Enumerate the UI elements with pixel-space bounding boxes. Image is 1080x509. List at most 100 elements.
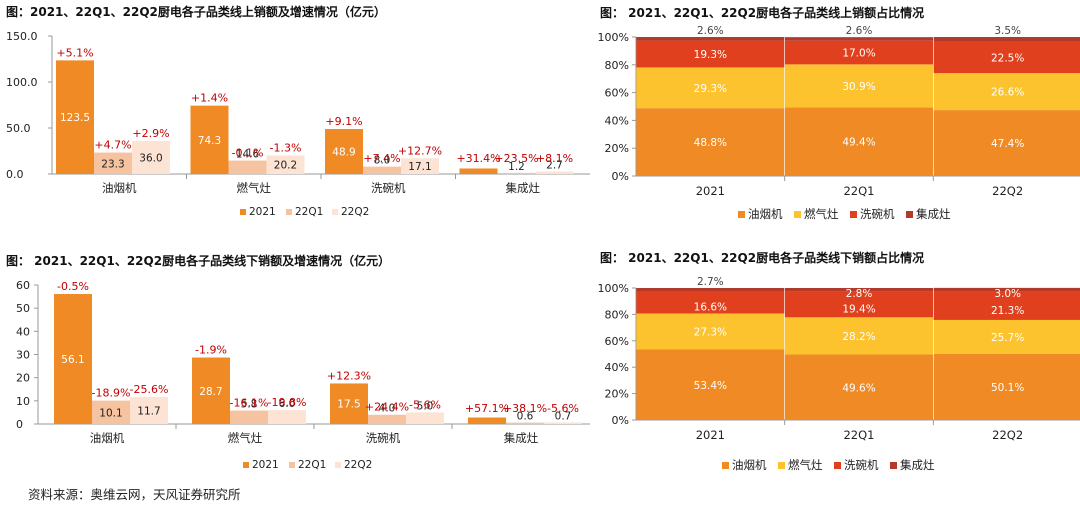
data-label: 27.3% <box>694 326 727 338</box>
bar-2021-集成灶 <box>468 417 506 424</box>
y-tick-label: 80% <box>605 59 629 72</box>
data-label: 3.5% <box>994 25 1021 37</box>
segment-洗碗机-22Q1 <box>785 40 933 65</box>
data-label: 123.5 <box>60 112 90 124</box>
bar-22Q1-集成灶 <box>506 422 544 424</box>
growth-label: -19.8% <box>268 396 307 409</box>
x-tick-label: 洗碗机 <box>371 181 406 195</box>
growth-label: +38.1% <box>503 402 547 415</box>
growth-label: -25.6% <box>130 383 169 396</box>
y-tick-label: 60% <box>605 87 629 100</box>
data-label: 74.3 <box>198 135 221 147</box>
data-label: 17.0% <box>842 48 875 60</box>
bar-22Q2-洗碗机 <box>406 412 444 424</box>
segment-燃气灶-2021 <box>636 313 785 350</box>
growth-label: +23.5% <box>494 152 538 165</box>
y-tick-label: 0 <box>16 418 23 431</box>
bar-22Q1-洗碗机 <box>368 414 406 424</box>
segment-油烟机-2021 <box>636 108 785 176</box>
data-label: 16.6% <box>694 302 727 314</box>
growth-label: +12.3% <box>327 369 371 382</box>
legend-label: 集成灶 <box>900 458 935 472</box>
x-tick-label: 燃气灶 <box>237 181 272 195</box>
y-tick-label: 40% <box>605 114 629 127</box>
legend-swatch-22Q2 <box>332 209 338 215</box>
data-label: 49.4% <box>842 137 875 149</box>
growth-label: -18.9% <box>92 387 131 400</box>
x-tick-label: 油烟机 <box>102 181 137 195</box>
growth-label: +5.1% <box>56 46 93 59</box>
x-tick-label: 洗碗机 <box>366 431 401 445</box>
segment-油烟机-22Q2 <box>933 110 1080 176</box>
bar-22Q1-油烟机 <box>92 400 130 424</box>
offline-amount-chart-title: 图： 2021、22Q1、22Q2厨电各子品类线下销额及增速情况（亿元） <box>6 254 391 268</box>
growth-label: +24.4% <box>365 401 409 414</box>
legend-label: 22Q2 <box>341 206 369 218</box>
y-tick-label: 150.0 <box>6 30 38 43</box>
data-label: 5.8 <box>241 399 258 411</box>
y-tick-label: 40% <box>605 361 629 374</box>
data-label: 2.6% <box>846 25 873 37</box>
x-tick-label: 燃气灶 <box>228 431 263 445</box>
y-tick-label: 0% <box>612 170 629 183</box>
bar-2021-集成灶 <box>459 168 498 174</box>
y-tick-label: 20% <box>605 142 629 155</box>
growth-label: +8.1% <box>536 152 573 165</box>
legend-swatch-22Q1 <box>289 462 295 468</box>
legend-swatch-燃气灶 <box>778 462 785 469</box>
segment-洗碗机-22Q2 <box>933 291 1080 320</box>
bar-22Q2-集成灶 <box>535 171 574 174</box>
segment-洗碗机-2021 <box>636 40 785 68</box>
legend-swatch-2021 <box>243 462 249 468</box>
legend-swatch-燃气灶 <box>794 211 801 218</box>
legend-label: 22Q1 <box>298 459 326 471</box>
legend-label: 22Q1 <box>295 206 323 218</box>
bar-2021-洗碗机 <box>325 129 363 174</box>
segment-油烟机-22Q1 <box>785 107 933 176</box>
legend-label: 油烟机 <box>748 207 783 221</box>
x-tick-label: 2021 <box>696 184 725 198</box>
y-tick-label: 0% <box>612 414 629 427</box>
bar-22Q1-燃气灶 <box>230 410 268 424</box>
segment-集成灶-22Q1 <box>785 288 933 292</box>
data-label: 2.8 <box>479 406 496 418</box>
y-tick-label: 20 <box>16 372 30 385</box>
bar-22Q1-油烟机 <box>94 152 132 174</box>
y-tick-label: 30 <box>16 349 30 362</box>
segment-洗碗机-2021 <box>636 291 785 314</box>
offline-share-chart-title: 图： 2021、22Q1、22Q2厨电各子品类线下销额占比情况 <box>600 251 925 265</box>
data-label: 4.0 <box>379 403 396 415</box>
bar-22Q2-燃气灶 <box>266 155 305 174</box>
y-tick-label: 100% <box>598 31 629 44</box>
data-label: 19.3% <box>694 49 727 61</box>
legend-swatch-2021 <box>240 209 246 215</box>
segment-集成灶-2021 <box>636 37 785 41</box>
data-label: 2.6% <box>697 25 724 37</box>
growth-label: +4.7% <box>94 139 131 152</box>
growth-label: -5.6% <box>409 398 441 411</box>
data-label: 22.5% <box>991 53 1024 65</box>
bar-22Q1-燃气灶 <box>228 160 267 174</box>
y-tick-label: 100% <box>598 282 629 295</box>
growth-label: -1.9% <box>195 344 227 357</box>
data-label: 6.0 <box>279 398 296 410</box>
bar-22Q1-集成灶 <box>497 172 536 174</box>
data-label: 53.4% <box>694 380 727 392</box>
growth-label: +1.4% <box>191 92 228 105</box>
segment-燃气灶-22Q2 <box>933 73 1080 111</box>
legend-swatch-洗碗机 <box>850 211 857 218</box>
legend-label: 洗碗机 <box>860 207 895 221</box>
segment-油烟机-2021 <box>636 349 785 420</box>
data-label: 11.7 <box>137 405 160 417</box>
x-tick-label: 集成灶 <box>504 431 539 445</box>
bar-22Q2-油烟机 <box>130 396 168 424</box>
bar-2021-油烟机 <box>54 294 92 424</box>
data-label: 2.7 <box>546 160 563 172</box>
legend-label: 22Q2 <box>344 459 372 471</box>
data-label: 48.8% <box>694 137 727 149</box>
x-tick-label: 22Q2 <box>992 184 1023 198</box>
y-tick-label: 10 <box>16 395 30 408</box>
legend-swatch-油烟机 <box>738 211 745 218</box>
